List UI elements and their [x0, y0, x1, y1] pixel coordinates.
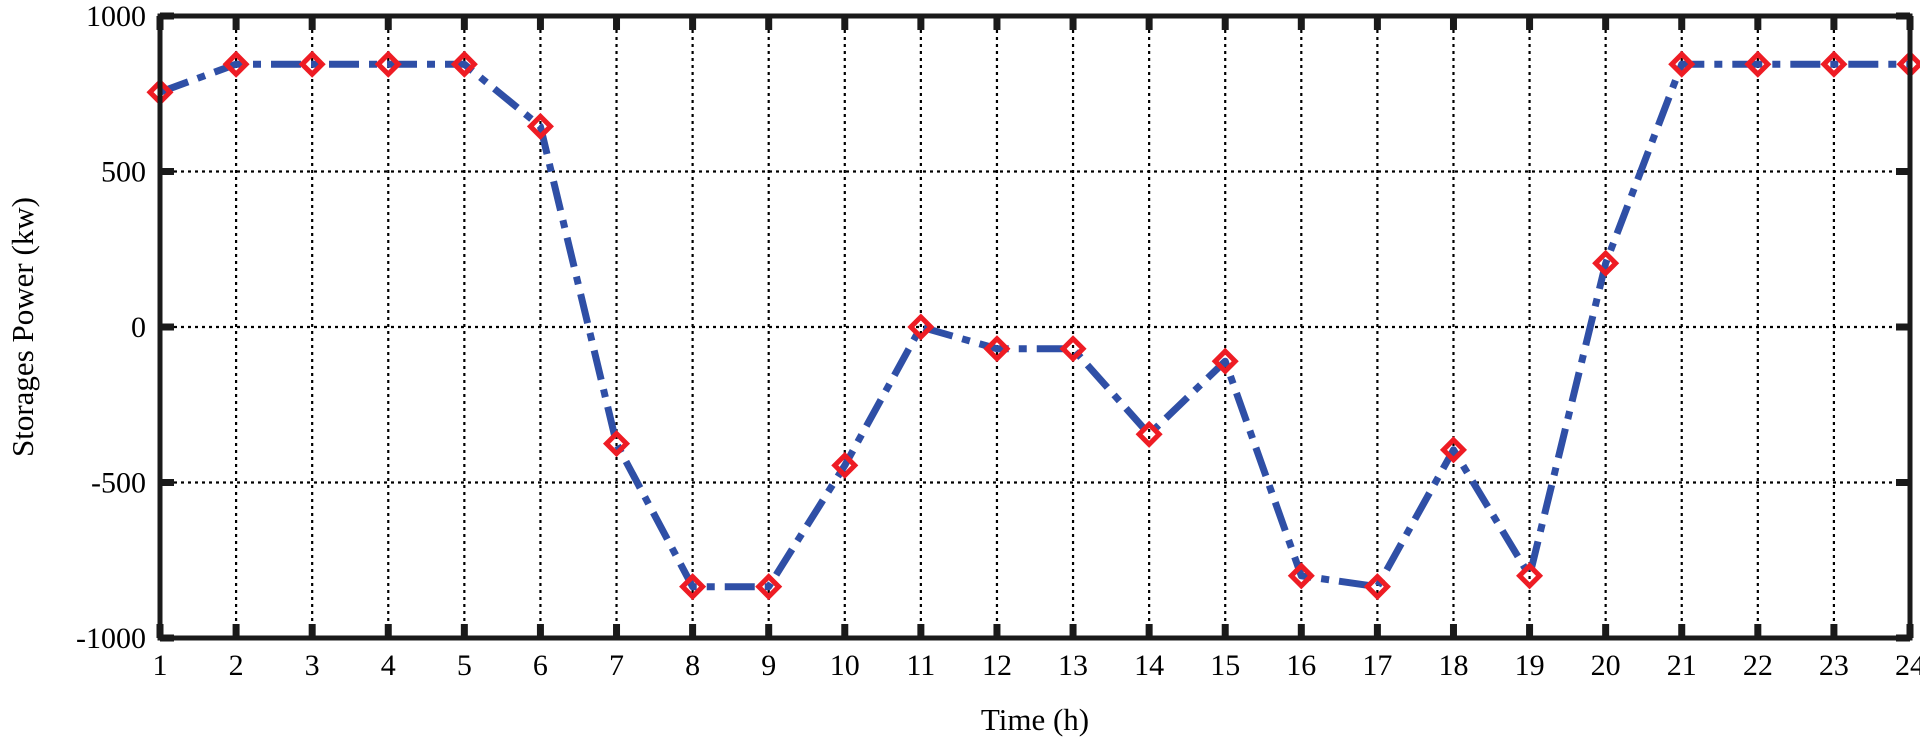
- data-point-marker: [1592, 249, 1620, 277]
- data-point-marker: [831, 451, 859, 479]
- data-point-marker: [1059, 335, 1087, 363]
- data-point-marker: [222, 50, 250, 78]
- data-point-marker: [1363, 573, 1391, 601]
- x-tick-label: 23: [1819, 649, 1849, 682]
- x-tick-label: 1: [153, 649, 168, 682]
- data-point-marker: [450, 50, 478, 78]
- data-point-marker: [298, 50, 326, 78]
- x-tick-label: 24: [1895, 649, 1920, 682]
- data-point-marker: [374, 50, 402, 78]
- data-point-marker: [1820, 50, 1848, 78]
- x-tick-label: 22: [1743, 649, 1773, 682]
- y-tick-label: -500: [91, 467, 146, 500]
- x-tick-label: 20: [1591, 649, 1621, 682]
- x-tick-label: 9: [761, 649, 776, 682]
- x-tick-label: 19: [1515, 649, 1545, 682]
- grid-layer: [160, 16, 1910, 638]
- x-tick-label: 15: [1210, 649, 1240, 682]
- x-tick-label: 14: [1134, 649, 1164, 682]
- data-point-marker: [602, 430, 631, 458]
- plot-frame: [157, 13, 1913, 641]
- data-point-marker: [755, 573, 783, 601]
- x-tick-label: 21: [1667, 649, 1697, 682]
- y-tick-label: 500: [101, 156, 146, 189]
- x-tick-label: 13: [1058, 649, 1088, 682]
- data-point-marker: [1287, 562, 1315, 590]
- x-tick-label: 17: [1362, 649, 1392, 682]
- y-tick-label: 0: [131, 311, 146, 344]
- x-tick-label: 11: [906, 649, 935, 682]
- data-point-marker: [1135, 420, 1163, 448]
- x-tick-label: 10: [830, 649, 860, 682]
- x-tick-label: 6: [533, 649, 548, 682]
- data-point-marker: [1211, 347, 1239, 375]
- data-point-marker: [1744, 50, 1772, 78]
- data-point-marker: [1516, 562, 1544, 590]
- data-point-marker: [907, 313, 935, 341]
- x-tick-label: 7: [609, 649, 624, 682]
- x-axis-title: Time (h): [981, 702, 1089, 737]
- x-tick-label: 5: [457, 649, 472, 682]
- x-tick-label: 18: [1438, 649, 1468, 682]
- tick-labels: 1 2 3 4 5 6 7 8 9 10 11 12 13 14 15 16 17 18 19 20 21 22 23 24-…: [76, 0, 1920, 682]
- y-axis-title: Storages Power (kw): [5, 197, 40, 457]
- data-point-marker: [526, 112, 554, 140]
- y-tick-label: 1000: [86, 0, 146, 33]
- x-tick-label: 12: [982, 649, 1012, 682]
- data-point-marker: [679, 573, 707, 601]
- x-tick-label: 4: [381, 649, 396, 682]
- y-tick-label: -1000: [76, 622, 146, 655]
- data-point-marker: [1668, 50, 1696, 78]
- data-point-marker: [983, 335, 1011, 363]
- series-layer: [146, 50, 1920, 601]
- x-tick-label: 3: [305, 649, 320, 682]
- x-tick-label: 2: [229, 649, 244, 682]
- x-tick-label: 8: [685, 649, 700, 682]
- data-point-marker: [1439, 436, 1468, 464]
- x-tick-label: 16: [1286, 649, 1316, 682]
- series-line: [158, 60, 1910, 591]
